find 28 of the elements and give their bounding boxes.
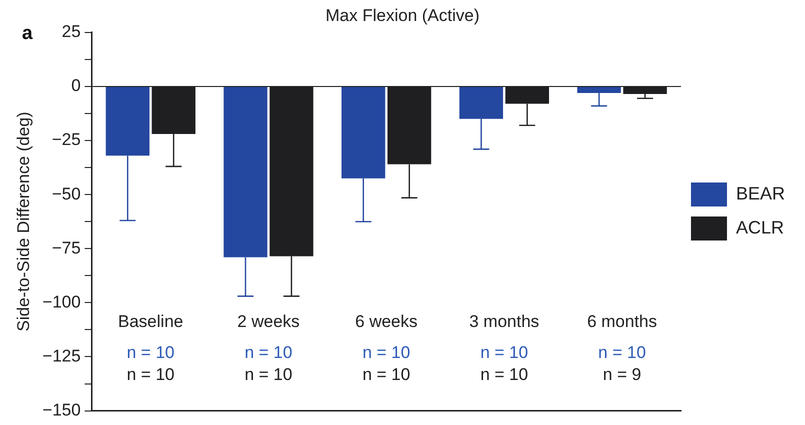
annotation: n = 10 [480,343,528,362]
annotation: n = 10 [480,365,528,384]
y-tick-label: 25 [62,22,81,42]
annotation: n = 9 [602,365,642,384]
y-tick-label: −150 [42,400,81,420]
y-tick-label: −25 [52,130,81,150]
y-tick-label: −125 [42,346,81,366]
y-tick-label: −100 [42,292,81,312]
annotation: n = 10 [126,343,174,362]
chart-title: Max Flexion (Active) [326,6,480,25]
x-tick-label: 6 weeks [355,312,418,331]
y-axis-title: Side-to-Side Difference (deg) [14,112,33,332]
annotation: n = 10 [244,343,292,362]
text: a [22,23,33,44]
x-tick-label: 6 months [587,312,658,331]
y-tick-label: 0 [71,76,81,96]
annotation: n = 10 [362,343,410,362]
legend-label: BEAR [736,183,786,204]
x-tick-label: Baseline [118,312,184,331]
annotation: n = 10 [244,365,292,384]
annotation: n = 10 [126,365,174,384]
x-tick-label: 2 weeks [237,312,300,331]
annotation: n = 10 [362,365,410,384]
y-tick-label: −75 [52,238,81,258]
legend-label: ACLR [736,217,784,238]
x-tick-label: 3 months [469,312,540,331]
y-tick-label: −50 [52,184,81,204]
annotation: n = 10 [598,343,646,362]
